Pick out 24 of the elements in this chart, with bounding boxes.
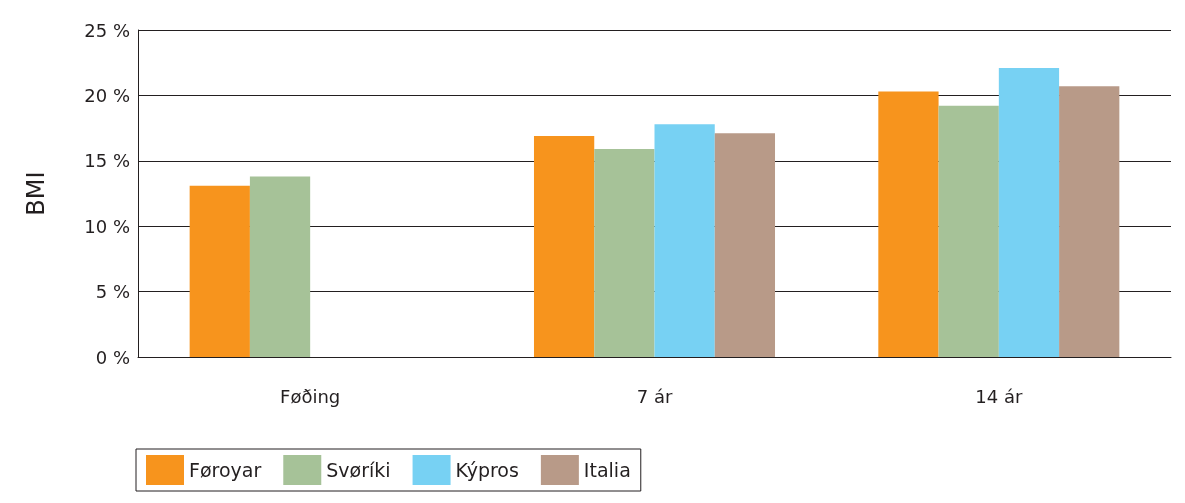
bar: [938, 105, 999, 357]
bar: [654, 124, 715, 357]
y-axis-title: BMI: [22, 171, 50, 216]
bar: [1059, 86, 1120, 357]
bar: [533, 135, 595, 357]
y-tick-label: 0 %: [95, 346, 130, 368]
legend-label: Svøríki: [326, 459, 391, 481]
bar: [594, 149, 655, 357]
x-tick-label: 7 ár: [636, 385, 673, 407]
bar: [878, 91, 939, 357]
x-tick-label: 14 ár: [975, 385, 1023, 407]
y-tick-label: 25 %: [84, 19, 130, 41]
y-tick-label: 20 %: [84, 84, 130, 106]
y-tick-label: 5 %: [95, 281, 130, 303]
bar: [998, 67, 1060, 357]
y-tick-label: 15 %: [84, 150, 130, 172]
x-tick-label: Føðing: [280, 385, 341, 407]
legend-label: Føroyar: [189, 459, 262, 481]
bar: [249, 176, 311, 357]
legend-label: Italia: [583, 459, 631, 481]
bar: [714, 133, 776, 357]
bar: [189, 185, 250, 357]
legend-label: Kýpros: [455, 459, 519, 481]
y-tick-label: 10 %: [84, 215, 130, 237]
